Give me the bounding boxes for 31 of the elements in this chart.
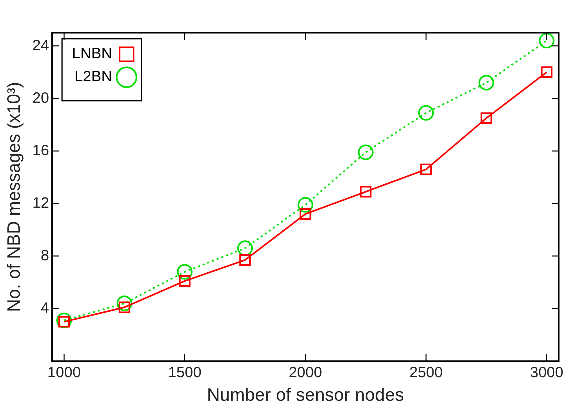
point bbox=[177, 264, 193, 280]
legend-label: LNBN bbox=[72, 46, 112, 63]
point bbox=[116, 296, 132, 312]
y-tick-label: 20 bbox=[32, 90, 50, 107]
y-axis-title: No. of NBD messages (x10³) bbox=[4, 82, 24, 312]
point bbox=[418, 105, 434, 121]
y-tick-label: 24 bbox=[32, 37, 50, 54]
y-tick-label: 8 bbox=[40, 247, 50, 264]
y-tick-label: 4 bbox=[40, 300, 50, 317]
y-tick-label: 16 bbox=[32, 142, 50, 160]
point bbox=[358, 144, 374, 160]
point bbox=[300, 208, 312, 220]
y-tick-label: 12 bbox=[32, 194, 50, 212]
point bbox=[238, 240, 254, 256]
legend-label: L2BN bbox=[74, 68, 112, 86]
point bbox=[539, 33, 555, 49]
x-tick-label: 2000 bbox=[288, 364, 322, 382]
point bbox=[478, 75, 494, 91]
x-tick-label: 2500 bbox=[410, 364, 443, 382]
point bbox=[360, 186, 372, 198]
point bbox=[480, 112, 492, 124]
point bbox=[541, 66, 553, 78]
point bbox=[56, 312, 72, 328]
point bbox=[179, 276, 191, 288]
x-tick-label: 1500 bbox=[168, 364, 202, 382]
point bbox=[420, 164, 432, 176]
x-axis-title: Number of sensor nodes bbox=[207, 385, 404, 406]
point bbox=[240, 254, 252, 266]
x-tick-label: 1000 bbox=[48, 364, 82, 382]
x-tick-label: 3000 bbox=[530, 364, 564, 382]
point bbox=[298, 197, 314, 213]
